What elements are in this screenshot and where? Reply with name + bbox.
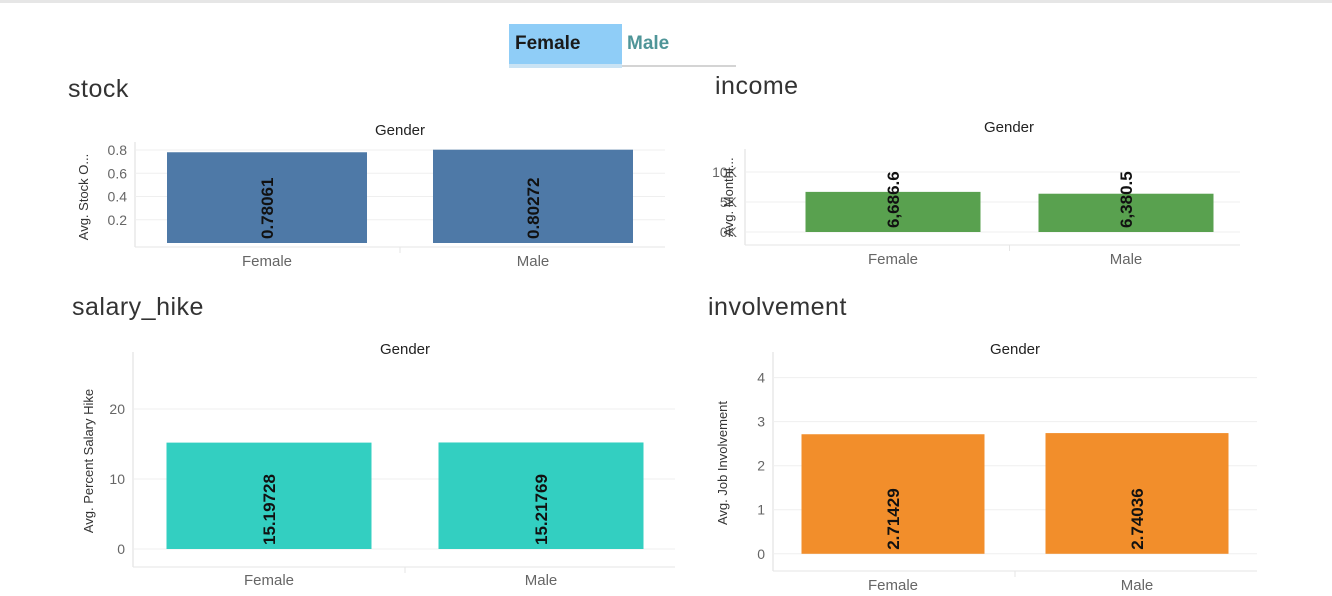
- bar: [433, 149, 633, 243]
- data-label: 2.71429: [884, 488, 903, 549]
- bar: [166, 442, 372, 549]
- y-tick-label: 5K: [720, 194, 738, 210]
- x-category-label: Male: [517, 253, 550, 270]
- y-tick-label: 10K: [712, 164, 738, 180]
- bar: [1038, 193, 1214, 232]
- bar: [438, 442, 644, 549]
- x-category-label: Male: [1121, 577, 1154, 594]
- y-axis-label: Avg. Job Involvement: [715, 401, 730, 525]
- panel-title-stock: stock: [68, 75, 129, 103]
- data-label: 0.80272: [524, 178, 543, 239]
- y-tick-label: 0.2: [108, 212, 128, 228]
- income-chart: 0K 5K 10K Gender Avg. Monthl... 6,686.6 Female…: [712, 119, 1240, 268]
- bar: [167, 152, 367, 243]
- y-tick-label: 2: [757, 458, 765, 474]
- y-tick-label: 0.8: [108, 142, 128, 158]
- x-category-label: Male: [525, 572, 558, 589]
- x-category-label: Female: [244, 572, 294, 589]
- panel-title-salary-hike: salary_hike: [72, 293, 204, 321]
- salary-hike-chart: 0 10 20 Gender Avg. Percent Salary Hike 15.19…: [81, 341, 675, 589]
- y-tick-label: 0.4: [108, 189, 128, 205]
- x-category-label: Female: [868, 251, 918, 268]
- chart-title: Gender: [375, 122, 425, 139]
- involvement-chart: 0 1 2 3 4 Gender Avg. Job Involvement 2.71429 Fe…: [715, 341, 1257, 594]
- panel-title-involvement: involvement: [708, 293, 847, 321]
- bar: [1045, 433, 1229, 554]
- filter-option-female[interactable]: Female: [509, 24, 622, 64]
- top-divider: [0, 0, 1332, 3]
- data-label: 6,380.5: [1117, 171, 1136, 228]
- data-label: 15.19728: [260, 474, 279, 545]
- y-tick-label: 1: [757, 502, 765, 518]
- y-tick-label: 0K: [720, 224, 738, 240]
- data-label: 6,686.6: [884, 171, 903, 228]
- y-tick-label: 0: [117, 541, 125, 557]
- bar: [801, 434, 985, 554]
- stock-chart: 0.2 0.4 0.6 0.8 Gender Avg. Stock O... 0.78061…: [76, 122, 665, 270]
- data-label: 15.21769: [532, 474, 551, 545]
- bar: [805, 191, 981, 232]
- chart-title: Gender: [984, 119, 1034, 136]
- chart-title: Gender: [990, 341, 1040, 358]
- data-label: 2.74036: [1128, 488, 1147, 549]
- gender-filter[interactable]: Female Male: [509, 24, 736, 69]
- y-axis-label: Avg. Percent Salary Hike: [81, 389, 96, 533]
- y-tick-label: 4: [757, 370, 765, 386]
- x-category-label: Female: [868, 577, 918, 594]
- x-category-label: Male: [1110, 251, 1143, 268]
- y-tick-label: 20: [109, 401, 125, 417]
- y-tick-label: 0.6: [108, 165, 128, 181]
- data-label: 0.78061: [258, 178, 277, 239]
- chart-title: Gender: [380, 341, 430, 358]
- y-tick-label: 10: [109, 471, 125, 487]
- panel-title-income: income: [715, 72, 799, 100]
- y-tick-label: 0: [757, 546, 765, 562]
- y-tick-label: 3: [757, 414, 765, 430]
- filter-option-male[interactable]: Male: [627, 33, 670, 54]
- y-axis-label: Avg. Stock O...: [76, 154, 91, 240]
- filter-underline: [509, 65, 736, 67]
- y-axis-label: Avg. Monthl...: [721, 157, 736, 236]
- x-category-label: Female: [242, 253, 292, 270]
- filter-selected-underline: [509, 64, 622, 68]
